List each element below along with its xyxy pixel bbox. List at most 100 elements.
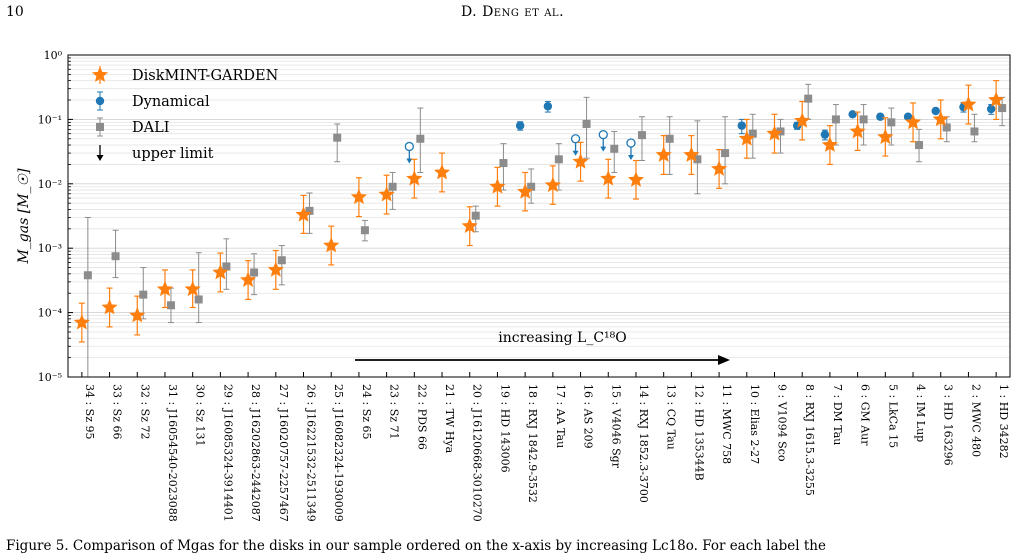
x-tick-label: 32 : Sz 72 (138, 384, 151, 440)
diskmint-point (433, 163, 451, 180)
dynamical-point (737, 121, 746, 130)
diskmint-point (683, 146, 700, 162)
y-tick-label: 10⁻⁵ (38, 371, 62, 384)
dali-point (305, 206, 314, 215)
x-tick-label: 18 : RXJ 1842.9-3532 (526, 384, 539, 503)
diskmint-point (766, 125, 783, 141)
dali-point (416, 134, 425, 143)
diskmint-point (129, 307, 146, 323)
dali-point (166, 301, 175, 310)
y-tick-label: 10⁰ (44, 49, 63, 62)
dynamical-upper-limit-point (404, 141, 414, 152)
diskmint-point (406, 170, 423, 186)
dynamical-point (543, 102, 553, 111)
x-tick-label: 13 : CQ Tau (665, 384, 678, 450)
x-tick-label: 16 : AS 209 (582, 384, 595, 449)
plot-frame (67, 54, 1011, 378)
diskmint-point (655, 146, 672, 162)
dali-point (748, 129, 757, 138)
annotation-text: increasing L_C¹⁸O (498, 330, 626, 346)
dali-point (610, 144, 619, 153)
dynamical-point (515, 121, 525, 130)
chart: increasing L_C¹⁸O 10⁻⁵ 10⁻⁴ 10⁻³ 10⁻² 10⁻¹ 10… (16, 49, 1011, 522)
dali-point (831, 115, 840, 124)
diskmint-point (489, 178, 506, 194)
x-tick-label: 1 : HD 34282 (997, 384, 1010, 459)
legend-entry-label: upper limit (132, 146, 214, 162)
dali-point (499, 159, 508, 168)
x-tick-label: 20 : J16120668-3010270 (471, 384, 484, 522)
annotation-arrowhead (718, 355, 730, 365)
upper-limit-arrowhead (600, 146, 607, 152)
x-tick-label: 25 : J16082324-1930009 (332, 384, 345, 522)
grid-layer (68, 57, 1010, 359)
y-axis-label: M_gas [M_☉] (16, 168, 32, 265)
dali-point (942, 123, 951, 132)
axis-layer: 10⁻⁵ 10⁻⁴ 10⁻³ 10⁻² 10⁻¹ 10⁰ M_gas [M_☉] 34 : S… (16, 49, 1010, 522)
x-tick-label: 29 : J16085324-3914401 (221, 384, 234, 522)
x-tick-label: 26 : J16221532-2511349 (305, 384, 318, 522)
diskmint-point (184, 280, 201, 297)
diskmint-point (212, 263, 229, 280)
x-tick-label: 3 : HD 163296 (942, 384, 955, 466)
x-tick-label: 15 : V4046 Sgr (609, 384, 622, 469)
dali-point (471, 211, 480, 220)
dali-point (637, 131, 646, 140)
dali-point (360, 226, 369, 235)
diskmint-point (295, 206, 312, 222)
diskmint-point (821, 136, 838, 152)
dali-point (998, 104, 1007, 113)
diskmint-point (350, 188, 367, 205)
upper-limit-arrowhead (627, 155, 634, 161)
dali-point (222, 262, 231, 271)
dali-point (915, 141, 924, 150)
diskmint-point (877, 128, 894, 145)
y-tick-label: 10⁻⁴ (38, 307, 63, 320)
x-tick-label: 23 : Sz 71 (388, 384, 401, 440)
dali-point (194, 295, 203, 304)
diskmint-point (378, 186, 395, 202)
diskmint-series (73, 80, 1005, 343)
dynamical-point (903, 112, 913, 121)
x-tick-label: 14 : RXJ 1852.3-3700 (637, 384, 650, 503)
dali-point (804, 94, 813, 103)
dynamical-series (404, 100, 996, 164)
dali-point (250, 268, 259, 277)
dali-point (721, 149, 730, 158)
dynamical-point (931, 106, 940, 116)
dali-point (693, 155, 702, 164)
page-number: 10 (6, 4, 24, 20)
x-tick-label: 5 : LkCa 15 (886, 384, 899, 448)
dali-point (970, 127, 979, 136)
x-tick-label: 31 : J16054540-2023088 (166, 384, 179, 522)
legend-diskmint-marker (91, 66, 109, 82)
diskmint-point (101, 299, 118, 315)
legend-dynamical-marker (95, 96, 105, 106)
diskmint-point (960, 96, 977, 112)
x-tick-label: 2 : MWC 480 (969, 384, 982, 457)
x-tick-label: 8 : RXJ 1615.3-3255 (803, 384, 816, 496)
x-tick-label: 28 : J16202863-2442087 (249, 384, 262, 522)
diskmint-point (461, 217, 478, 234)
dali-point (388, 182, 397, 191)
x-tick-label: 9 : V1094 Sco (776, 384, 789, 462)
figure-caption: Figure 5. Comparison of Mgas for the dis… (6, 538, 826, 554)
diskmint-point (627, 171, 645, 187)
dynamical-point (986, 104, 996, 114)
diskmint-point (267, 261, 284, 277)
diskmint-point (73, 314, 90, 330)
dynamical-point (876, 112, 885, 121)
diskmint-point (711, 160, 728, 176)
diskmint-point (794, 112, 811, 128)
diskmint-point (572, 153, 589, 169)
diskmint-point (904, 113, 922, 130)
y-tick-label: 10⁻² (38, 178, 62, 191)
y-tick-label: 10⁻³ (38, 242, 62, 255)
dali-point (333, 133, 342, 142)
diskmint-point (240, 271, 257, 287)
diskmint-point (517, 183, 534, 199)
dali-point (665, 134, 674, 143)
diskmint-point (988, 91, 1005, 107)
diskmint-point (156, 280, 174, 297)
y-tick-label: 10⁻¹ (38, 113, 62, 126)
